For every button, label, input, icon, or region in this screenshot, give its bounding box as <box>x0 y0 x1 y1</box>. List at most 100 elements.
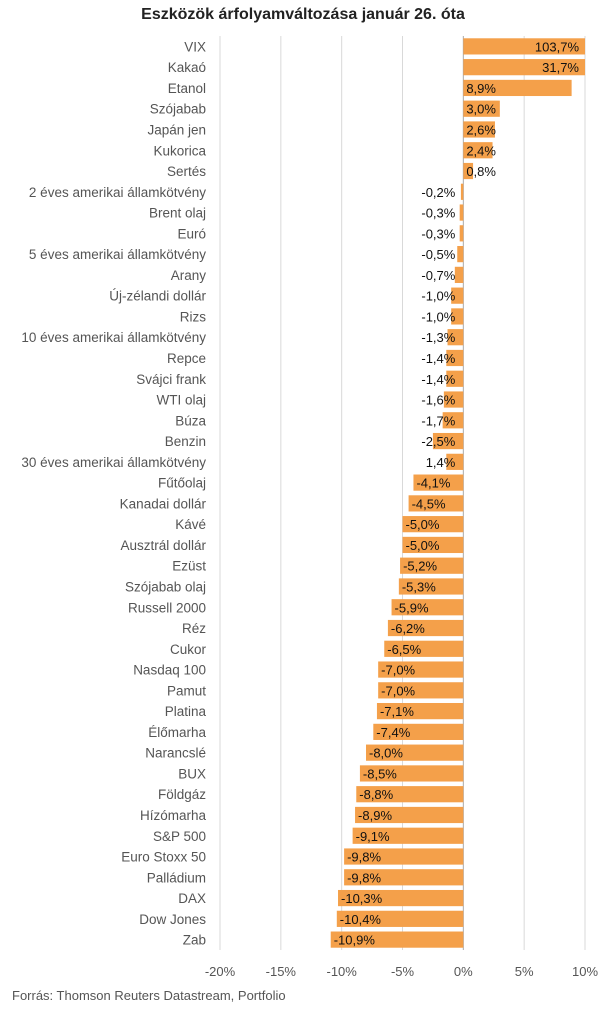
x-tick-label: 5% <box>515 964 534 979</box>
value-label: -0,5% <box>421 247 455 262</box>
bar <box>378 661 464 678</box>
value-label: -8,8% <box>359 787 393 802</box>
value-label: -1,4% <box>421 351 455 366</box>
category-label: Kanadai dollár <box>120 496 207 511</box>
category-label: 10 éves amerikai államkötvény <box>21 330 206 345</box>
value-label: -9,8% <box>347 870 381 885</box>
value-label: -0,3% <box>421 206 455 221</box>
bar <box>352 827 464 844</box>
category-label: 5 éves amerikai államkötvény <box>29 247 206 262</box>
value-label: -6,2% <box>391 621 425 636</box>
x-tick-label: -10% <box>326 964 357 979</box>
value-label: -7,0% <box>381 683 415 698</box>
category-label: Fűtőolaj <box>158 476 206 491</box>
category-label: Élőmarha <box>148 725 206 740</box>
bar <box>336 910 464 927</box>
value-label: 8,9% <box>466 81 496 96</box>
value-label: -9,8% <box>347 850 381 865</box>
value-label: -4,1% <box>416 476 450 491</box>
source-note: Forrás: Thomson Reuters Datastream, Port… <box>12 988 286 1003</box>
value-label: 1,4% <box>426 455 456 470</box>
bar <box>463 79 572 97</box>
value-label: -1,4% <box>421 372 455 387</box>
category-label: Földgáz <box>158 787 206 802</box>
category-label: Russell 2000 <box>128 600 206 615</box>
value-label: -5,0% <box>406 517 440 532</box>
value-label: -4,5% <box>412 496 446 511</box>
bar <box>432 432 464 450</box>
value-label: -10,4% <box>340 912 382 927</box>
category-label: Arany <box>171 268 207 283</box>
category-label: WTI olaj <box>156 393 206 408</box>
category-label: Cukor <box>170 642 207 657</box>
bar <box>454 266 464 283</box>
category-label: Repce <box>167 351 206 366</box>
x-tick-label: -15% <box>266 964 297 979</box>
bar <box>463 38 585 55</box>
value-label: 0,8% <box>466 164 496 179</box>
category-label: BUX <box>178 766 206 781</box>
category-label: Euro Stoxx 50 <box>121 850 206 865</box>
value-label: 2,4% <box>466 143 496 158</box>
bar <box>376 703 464 720</box>
value-label: -10,3% <box>341 891 383 906</box>
category-label: Japán jen <box>147 122 206 137</box>
value-label: -1,7% <box>421 413 455 428</box>
category-label: Svájci frank <box>136 372 206 387</box>
bar <box>463 59 585 76</box>
value-label: -2,5% <box>421 434 455 449</box>
x-tick-label: -5% <box>391 964 415 979</box>
value-label: -1,0% <box>421 289 455 304</box>
bar <box>451 308 464 325</box>
value-label: 3,0% <box>466 102 496 117</box>
value-label: -1,6% <box>421 393 455 408</box>
bar <box>330 931 464 948</box>
category-label: Kukorica <box>153 143 206 158</box>
category-label: Sertés <box>167 164 206 179</box>
bar <box>443 391 464 408</box>
category-label: DAX <box>178 891 206 906</box>
category-label: S&P 500 <box>153 829 206 844</box>
value-label: -10,9% <box>334 933 376 948</box>
value-label: -9,1% <box>356 829 390 844</box>
bar <box>400 557 464 574</box>
category-label: Palládium <box>147 870 206 885</box>
category-label: Ausztrál dollár <box>120 538 206 553</box>
value-label: -1,0% <box>421 309 455 324</box>
bar <box>463 121 495 138</box>
bar <box>459 204 464 221</box>
chart-title: Eszközök árfolyamváltozása január 26. ót… <box>141 6 465 23</box>
category-label: Pamut <box>167 683 206 698</box>
value-label: -0,7% <box>421 268 455 283</box>
category-label: Szójabab olaj <box>125 579 206 594</box>
bar <box>359 765 464 782</box>
bar <box>344 869 464 886</box>
category-label: 2 éves amerikai államkötvény <box>29 185 206 200</box>
category-label: Kakaó <box>168 60 206 75</box>
category-label: Zab <box>183 933 206 948</box>
bar <box>378 682 464 699</box>
bar <box>442 412 464 429</box>
bar <box>344 848 464 865</box>
value-label: -5,2% <box>403 559 437 574</box>
category-label: Etanol <box>168 81 206 96</box>
category-label: VIX <box>184 39 206 54</box>
bar <box>446 349 464 367</box>
value-label: -0,2% <box>421 185 455 200</box>
bar <box>366 744 464 761</box>
bar <box>408 495 464 512</box>
category-label: Hízómarha <box>140 808 207 823</box>
category-label: Brent olaj <box>149 206 206 221</box>
bar <box>459 225 464 242</box>
bar <box>355 806 464 824</box>
category-label: Réz <box>182 621 206 636</box>
value-label: -1,3% <box>421 330 455 345</box>
value-label: -5,9% <box>395 600 429 615</box>
x-tick-label: 10% <box>572 964 598 979</box>
category-label: Platina <box>165 704 207 719</box>
category-label: Narancslé <box>145 746 206 761</box>
value-label: 103,7% <box>535 39 580 54</box>
category-label: Rizs <box>180 309 206 324</box>
value-label: 31,7% <box>542 60 579 75</box>
